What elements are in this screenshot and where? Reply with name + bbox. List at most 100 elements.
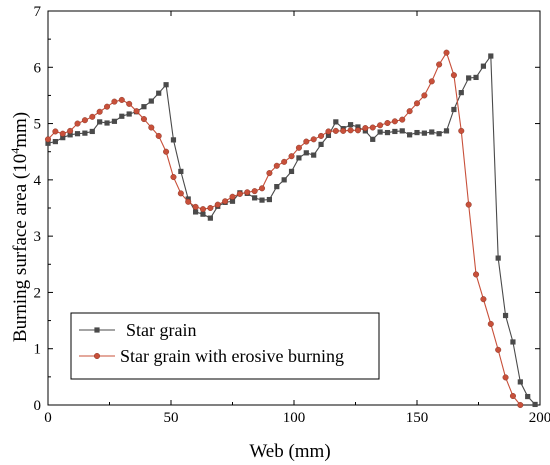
x-tick-label: 0 [44, 410, 52, 426]
y-tick-label: 7 [34, 4, 42, 20]
data-point [465, 201, 472, 208]
data-point [193, 209, 199, 215]
data-point [473, 271, 480, 278]
data-point [45, 140, 51, 146]
data-point [458, 90, 464, 96]
data-point [177, 190, 184, 197]
data-point [303, 150, 309, 156]
data-point [163, 82, 169, 88]
data-point [421, 130, 427, 136]
data-point [259, 197, 265, 203]
data-point [310, 136, 317, 143]
data-point [89, 113, 96, 120]
data-point [288, 153, 295, 160]
data-point [259, 185, 266, 192]
data-point [296, 155, 302, 161]
data-point [495, 255, 501, 261]
legend-marker [94, 327, 100, 333]
data-point [406, 108, 413, 115]
data-point [332, 127, 339, 134]
data-point [273, 162, 280, 169]
data-point [377, 122, 384, 129]
data-point [192, 203, 199, 210]
data-point [369, 124, 376, 131]
data-point [495, 346, 502, 353]
x-axis-title: Web (mm) [249, 441, 330, 462]
data-point [155, 132, 162, 139]
data-point [318, 141, 324, 147]
data-point [399, 116, 406, 123]
data-point [354, 127, 361, 134]
y-tick-label: 3 [34, 229, 42, 245]
data-point [318, 132, 325, 139]
data-point [347, 122, 354, 128]
data-point [178, 168, 184, 175]
data-point [487, 320, 494, 327]
data-point [450, 72, 457, 79]
data-point [266, 196, 272, 203]
data-point [126, 100, 133, 107]
data-point [104, 120, 110, 126]
y-tick-label: 2 [34, 285, 42, 301]
data-point [207, 215, 213, 221]
data-point [325, 128, 332, 135]
data-point [148, 124, 155, 131]
series-2 [45, 49, 524, 409]
y-axis-title-unit: mm) [10, 112, 31, 148]
data-point [340, 127, 347, 134]
data-point [488, 53, 494, 59]
data-point [436, 131, 442, 137]
data-point [392, 128, 398, 135]
data-point [222, 198, 229, 205]
data-point [252, 195, 258, 201]
data-point [429, 129, 435, 135]
data-point [214, 201, 221, 208]
data-point [148, 98, 154, 104]
data-point [170, 174, 177, 181]
data-point [377, 129, 383, 135]
legend-label: Star grain [126, 320, 196, 340]
y-tick-label: 4 [34, 173, 42, 189]
data-point [303, 138, 310, 145]
data-point [207, 204, 214, 211]
data-point [525, 393, 531, 400]
series-1 [45, 53, 538, 408]
data-point [414, 100, 421, 107]
data-point [45, 136, 52, 143]
y-axis-title-main: Burning surface area (10 [10, 154, 31, 342]
data-point [119, 113, 125, 119]
data-point [281, 158, 288, 165]
data-point [111, 118, 118, 124]
data-point [236, 190, 243, 197]
data-point [443, 128, 450, 134]
y-tick-label: 0 [34, 398, 42, 414]
data-point [59, 130, 66, 137]
data-point [52, 128, 59, 135]
data-point [510, 339, 516, 345]
data-point [74, 131, 81, 137]
data-point [421, 92, 428, 99]
x-tick-label: 200 [529, 410, 550, 426]
data-point [229, 193, 236, 200]
y-tick-label: 5 [34, 117, 42, 133]
data-point [163, 148, 170, 155]
data-point [443, 49, 450, 56]
data-point [473, 74, 479, 81]
data-point [480, 63, 487, 69]
x-tick-label: 100 [283, 410, 306, 426]
data-point [60, 135, 66, 141]
data-point [229, 198, 236, 204]
data-point [251, 188, 258, 195]
data-point [502, 374, 509, 381]
y-axis-title: Burning surface area (104mm) [8, 112, 31, 342]
data-point [480, 296, 487, 303]
data-point [288, 168, 295, 175]
data-point [133, 108, 140, 115]
data-point [399, 128, 405, 134]
data-point [244, 189, 251, 196]
data-point [96, 108, 103, 115]
data-point [118, 96, 125, 103]
data-point [509, 392, 516, 399]
